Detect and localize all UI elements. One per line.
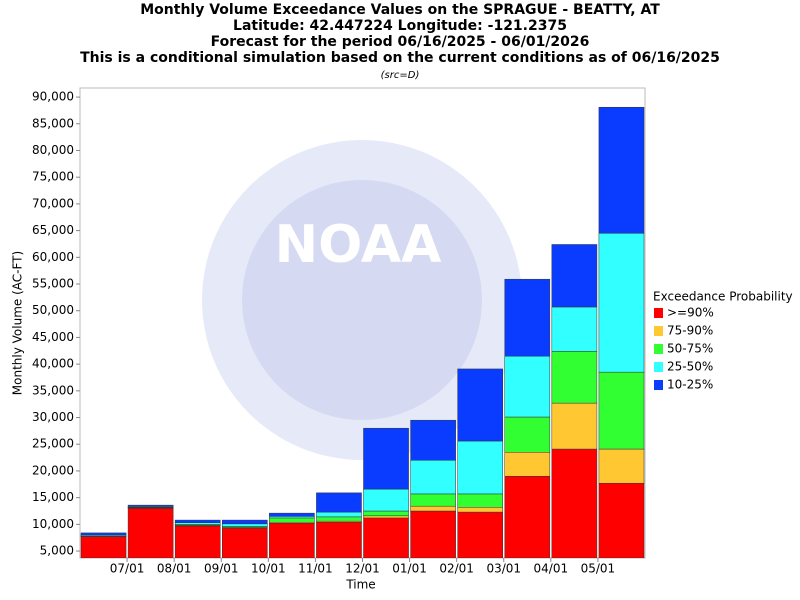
bar-segment bbox=[551, 306, 598, 352]
x-axis-label: Time bbox=[345, 578, 375, 592]
legend-title: Exceedance Probability bbox=[653, 290, 793, 304]
bar-segment bbox=[551, 244, 598, 308]
x-tick-label: 11/01 bbox=[298, 562, 333, 576]
bar-segment bbox=[316, 516, 362, 522]
bar-segment bbox=[598, 448, 645, 484]
x-tick-label: 03/01 bbox=[486, 562, 521, 576]
bar-segment bbox=[127, 504, 174, 507]
legend-swatch bbox=[654, 308, 663, 318]
y-tick-label: 45,000 bbox=[32, 330, 74, 344]
y-tick-label: 30,000 bbox=[32, 410, 74, 424]
bar-segment bbox=[222, 519, 268, 525]
y-tick-label: 15,000 bbox=[32, 490, 74, 504]
legend-label: 50-75% bbox=[667, 342, 713, 356]
bar-segment bbox=[457, 511, 503, 558]
x-tick-label: 12/01 bbox=[345, 562, 380, 576]
y-axis-label: Monthly Volume (AC-FT) bbox=[11, 251, 25, 395]
bar-segment bbox=[269, 517, 315, 523]
bar-segment bbox=[457, 493, 503, 508]
bar-segment bbox=[598, 371, 645, 450]
bar-segment bbox=[316, 521, 362, 558]
y-tick-label: 65,000 bbox=[32, 223, 74, 237]
bar-segment bbox=[80, 536, 127, 558]
y-tick-label: 35,000 bbox=[32, 383, 74, 397]
bar-segment bbox=[316, 492, 362, 513]
bar-segment bbox=[174, 519, 221, 523]
y-tick-label: 60,000 bbox=[32, 250, 74, 264]
legend-label: 25-50% bbox=[667, 360, 713, 374]
x-tick-label: 02/01 bbox=[439, 562, 474, 576]
legend-label: 75-90% bbox=[667, 324, 713, 338]
chart-title: Latitude: 42.447224 Longitude: -121.2375 bbox=[233, 18, 567, 34]
bar-segment bbox=[457, 440, 503, 495]
bar-segment bbox=[457, 507, 503, 513]
bar-segment bbox=[410, 419, 456, 461]
chart-title: This is a conditional simulation based o… bbox=[80, 50, 720, 66]
y-tick-label: 80,000 bbox=[32, 143, 74, 157]
bar-segment bbox=[80, 532, 127, 536]
bar-segment bbox=[363, 427, 409, 490]
x-tick-label: 01/01 bbox=[392, 562, 427, 576]
bar-segment bbox=[222, 527, 268, 558]
bar-segment bbox=[598, 233, 645, 373]
bar-segment bbox=[504, 416, 551, 453]
x-tick-label: 04/01 bbox=[534, 562, 569, 576]
bar-segment bbox=[504, 355, 551, 418]
legend-label: >=90% bbox=[667, 306, 714, 320]
bar-segment bbox=[504, 278, 551, 357]
bar-segment bbox=[410, 460, 456, 495]
x-tick-label: 05/01 bbox=[581, 562, 616, 576]
bar-segment bbox=[551, 402, 598, 450]
bar-segment bbox=[174, 525, 221, 558]
bar-segment bbox=[127, 508, 174, 558]
legend-label: 10-25% bbox=[667, 378, 713, 392]
legend-swatch bbox=[654, 344, 663, 354]
y-tick-label: 70,000 bbox=[32, 196, 74, 210]
x-tick-label: 10/01 bbox=[251, 562, 286, 576]
bar-segment bbox=[598, 106, 645, 234]
bar-segment bbox=[410, 505, 456, 512]
bars bbox=[80, 106, 645, 558]
chart-title: Monthly Volume Exceedance Values on the … bbox=[140, 2, 660, 18]
x-tick-label: 08/01 bbox=[157, 562, 192, 576]
y-tick-label: 85,000 bbox=[32, 116, 74, 130]
bar-segment bbox=[551, 351, 598, 404]
y-tick-label: 5,000 bbox=[40, 544, 74, 558]
bar-segment bbox=[504, 476, 551, 558]
bar-segment bbox=[269, 523, 315, 558]
x-tick-label: 07/01 bbox=[110, 562, 145, 576]
y-tick-label: 90,000 bbox=[32, 90, 74, 104]
y-tick-label: 50,000 bbox=[32, 303, 74, 317]
watermark-disc bbox=[242, 180, 482, 420]
y-tick-label: 40,000 bbox=[32, 357, 74, 371]
bar-segment bbox=[363, 488, 409, 512]
y-tick-label: 25,000 bbox=[32, 437, 74, 451]
watermark: NOAA bbox=[275, 215, 442, 275]
bar-segment bbox=[222, 523, 268, 527]
bar-segment bbox=[363, 510, 409, 517]
bar-segment bbox=[457, 368, 503, 442]
legend-swatch bbox=[654, 326, 663, 336]
bar-segment bbox=[551, 448, 598, 558]
source-note: (src=D) bbox=[381, 70, 420, 81]
bar-segment bbox=[269, 512, 315, 517]
y-tick-label: 10,000 bbox=[32, 517, 74, 531]
y-tick-label: 20,000 bbox=[32, 463, 74, 477]
bar-segment bbox=[504, 452, 551, 477]
y-tick-label: 75,000 bbox=[32, 170, 74, 184]
bar-segment bbox=[363, 517, 409, 558]
x-tick-label: 09/01 bbox=[204, 562, 239, 576]
y-tick-label: 55,000 bbox=[32, 277, 74, 291]
bar-segment bbox=[598, 482, 645, 558]
bar-segment bbox=[410, 510, 456, 558]
chart-title: Forecast for the period 06/16/2025 - 06/… bbox=[211, 34, 590, 50]
bar-segment bbox=[316, 511, 362, 518]
bar-segment bbox=[363, 515, 409, 519]
legend-swatch bbox=[654, 380, 663, 390]
legend-swatch bbox=[654, 362, 663, 372]
bar-segment bbox=[410, 493, 456, 507]
